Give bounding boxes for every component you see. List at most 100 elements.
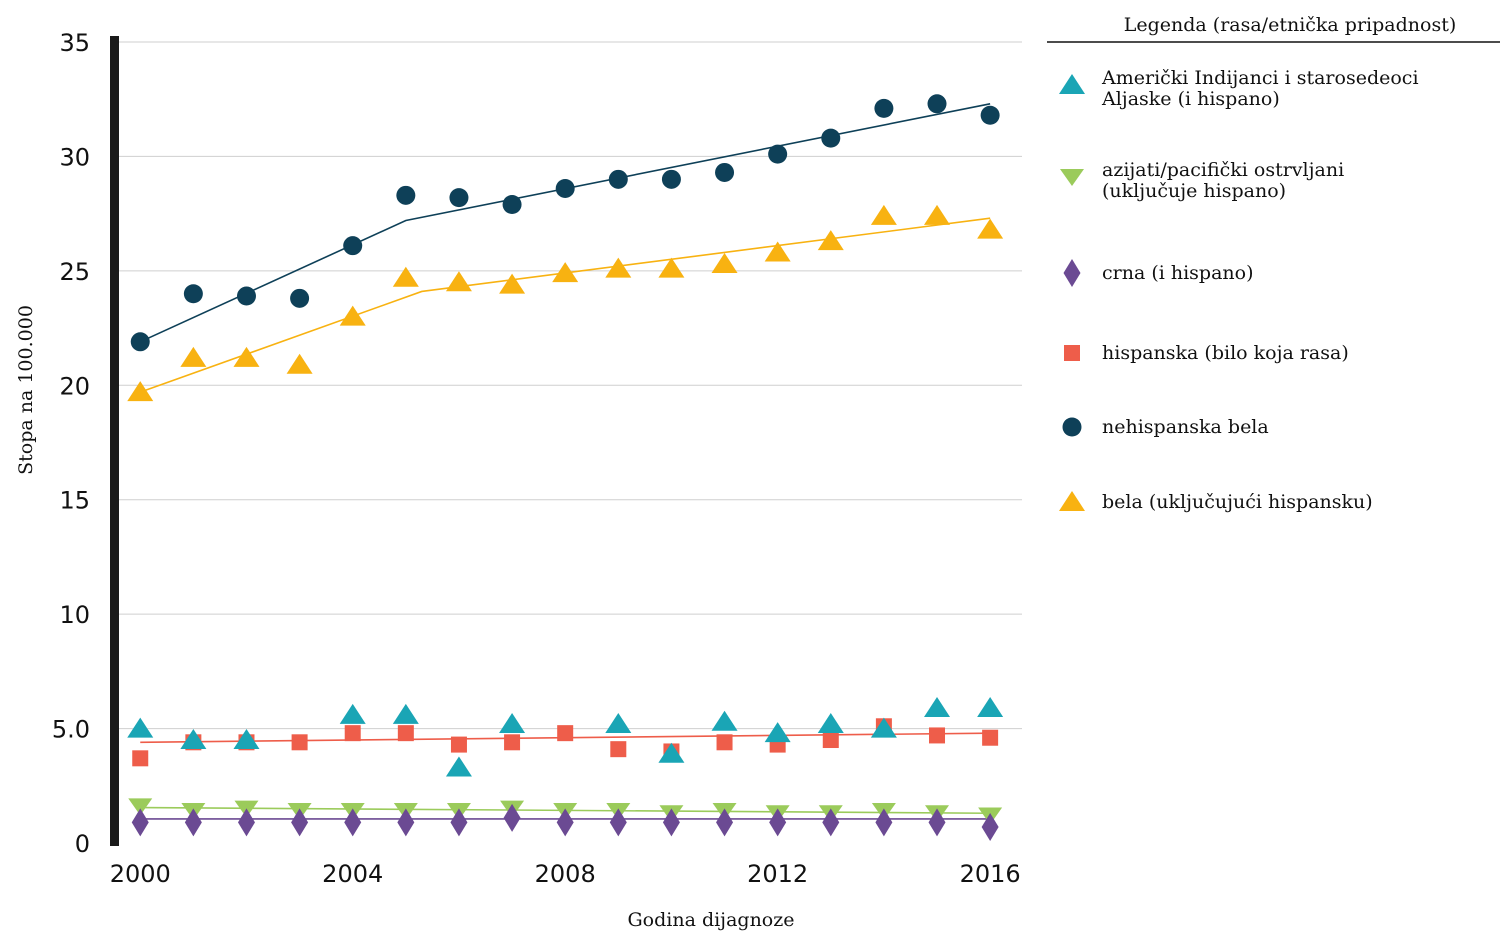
point-aian (764, 722, 791, 743)
point-hispanic (610, 741, 627, 758)
point-nhw (396, 185, 416, 205)
point-black (291, 808, 309, 837)
point-nhw (715, 162, 735, 182)
trend-line-nhw (139, 103, 991, 343)
point-hispanic (450, 736, 467, 753)
point-hispanic (291, 734, 308, 751)
y-tick-label: 0 (75, 830, 90, 858)
point-aian (499, 712, 526, 733)
point-black (131, 808, 149, 837)
point-white (870, 204, 897, 225)
y-tick-labels: 0 5.0 10 15 20 25 30 35 (52, 29, 90, 858)
point-white (286, 353, 313, 374)
point-hispanic (344, 725, 361, 742)
legend-items: Američki Indijanci i starosedeociAljaske… (1059, 67, 1419, 513)
point-black (503, 803, 521, 832)
trend-lines (139, 103, 991, 820)
point-black (716, 808, 734, 837)
legend-marker-aian (1059, 74, 1085, 94)
legend-label: bela (uključujući hispansku) (1102, 491, 1373, 513)
point-black (237, 808, 255, 837)
point-white (977, 218, 1004, 239)
x-tick-label: 2004 (322, 860, 383, 888)
point-white (817, 230, 844, 251)
point-hispanic (397, 725, 414, 742)
point-white (180, 346, 207, 367)
legend-label: nehispanska bela (1102, 416, 1269, 438)
point-white (499, 273, 526, 294)
point-aian (233, 729, 260, 750)
point-aian (924, 696, 951, 717)
point-aian (658, 742, 685, 763)
point-black (397, 808, 415, 837)
point-aian (711, 710, 738, 731)
legend-title: Legenda (rasa/etnička pripadnost) (1124, 14, 1457, 36)
point-white (233, 346, 260, 367)
point-aian (445, 756, 472, 777)
point-hispanic (132, 750, 149, 767)
legend: Legenda (rasa/etnička pripadnost) Američ… (1047, 14, 1500, 513)
point-aian (339, 703, 366, 724)
point-black (344, 808, 362, 837)
x-axis-title: Godina dijagnoze (627, 909, 794, 931)
series-black (131, 803, 999, 841)
y-tick-label: 20 (59, 372, 90, 400)
point-black (662, 808, 680, 837)
legend-label: Aljaske (i hispano) (1101, 88, 1280, 110)
point-black (450, 808, 468, 837)
point-nhw (555, 178, 575, 198)
x-tick-labels: 2000 2004 2008 2012 2016 (110, 860, 1021, 888)
grid-lines (119, 41, 1022, 730)
legend-item-white: bela (uključujući hispansku) (1059, 491, 1373, 513)
point-nhw (343, 236, 363, 256)
point-white (445, 271, 472, 292)
point-aian (870, 717, 897, 738)
point-white (552, 262, 579, 283)
point-nhw (821, 128, 841, 148)
point-nhw (768, 144, 788, 164)
x-tick-label: 2012 (747, 860, 808, 888)
point-black (769, 808, 787, 837)
point-hispanic (716, 734, 733, 751)
point-white (127, 381, 154, 402)
legend-label: hispanska (bilo koja rasa) (1102, 342, 1349, 364)
point-black (981, 812, 999, 841)
y-tick-label: 30 (59, 143, 90, 171)
point-nhw (608, 169, 628, 189)
point-black (184, 808, 202, 837)
legend-marker-api (1060, 169, 1084, 186)
point-black (928, 808, 946, 837)
point-white (658, 257, 685, 278)
point-white (711, 252, 738, 273)
point-nhw (290, 288, 310, 308)
y-axis-title: Stopa na 100.000 (15, 305, 37, 475)
point-hispanic (822, 732, 839, 749)
point-aian (392, 703, 419, 724)
y-tick-label: 25 (59, 258, 90, 286)
data-points (127, 94, 1004, 841)
point-nhw (927, 94, 947, 114)
y-tick-label: 35 (59, 29, 90, 57)
point-hispanic (982, 729, 999, 746)
point-black (556, 808, 574, 837)
point-aian (817, 712, 844, 733)
legend-label: azijati/pacifički ostrvljani (1102, 159, 1344, 181)
point-nhw (661, 169, 681, 189)
point-white (339, 305, 366, 326)
x-tick-label: 2016 (960, 860, 1021, 888)
legend-label: crna (i hispano) (1102, 262, 1254, 284)
point-api (128, 798, 153, 816)
point-hispanic (504, 734, 521, 751)
point-white (924, 204, 951, 225)
point-nhw (449, 188, 469, 208)
x-tick-label: 2008 (535, 860, 596, 888)
y-axis-line (110, 36, 119, 846)
point-white (605, 257, 632, 278)
y-tick-label: 5.0 (52, 716, 90, 744)
y-tick-label: 10 (59, 601, 90, 629)
legend-marker-white (1059, 491, 1085, 511)
series-nhw (130, 94, 1000, 352)
legend-item-hispanic: hispanska (bilo koja rasa) (1064, 342, 1349, 364)
point-white (392, 266, 419, 287)
